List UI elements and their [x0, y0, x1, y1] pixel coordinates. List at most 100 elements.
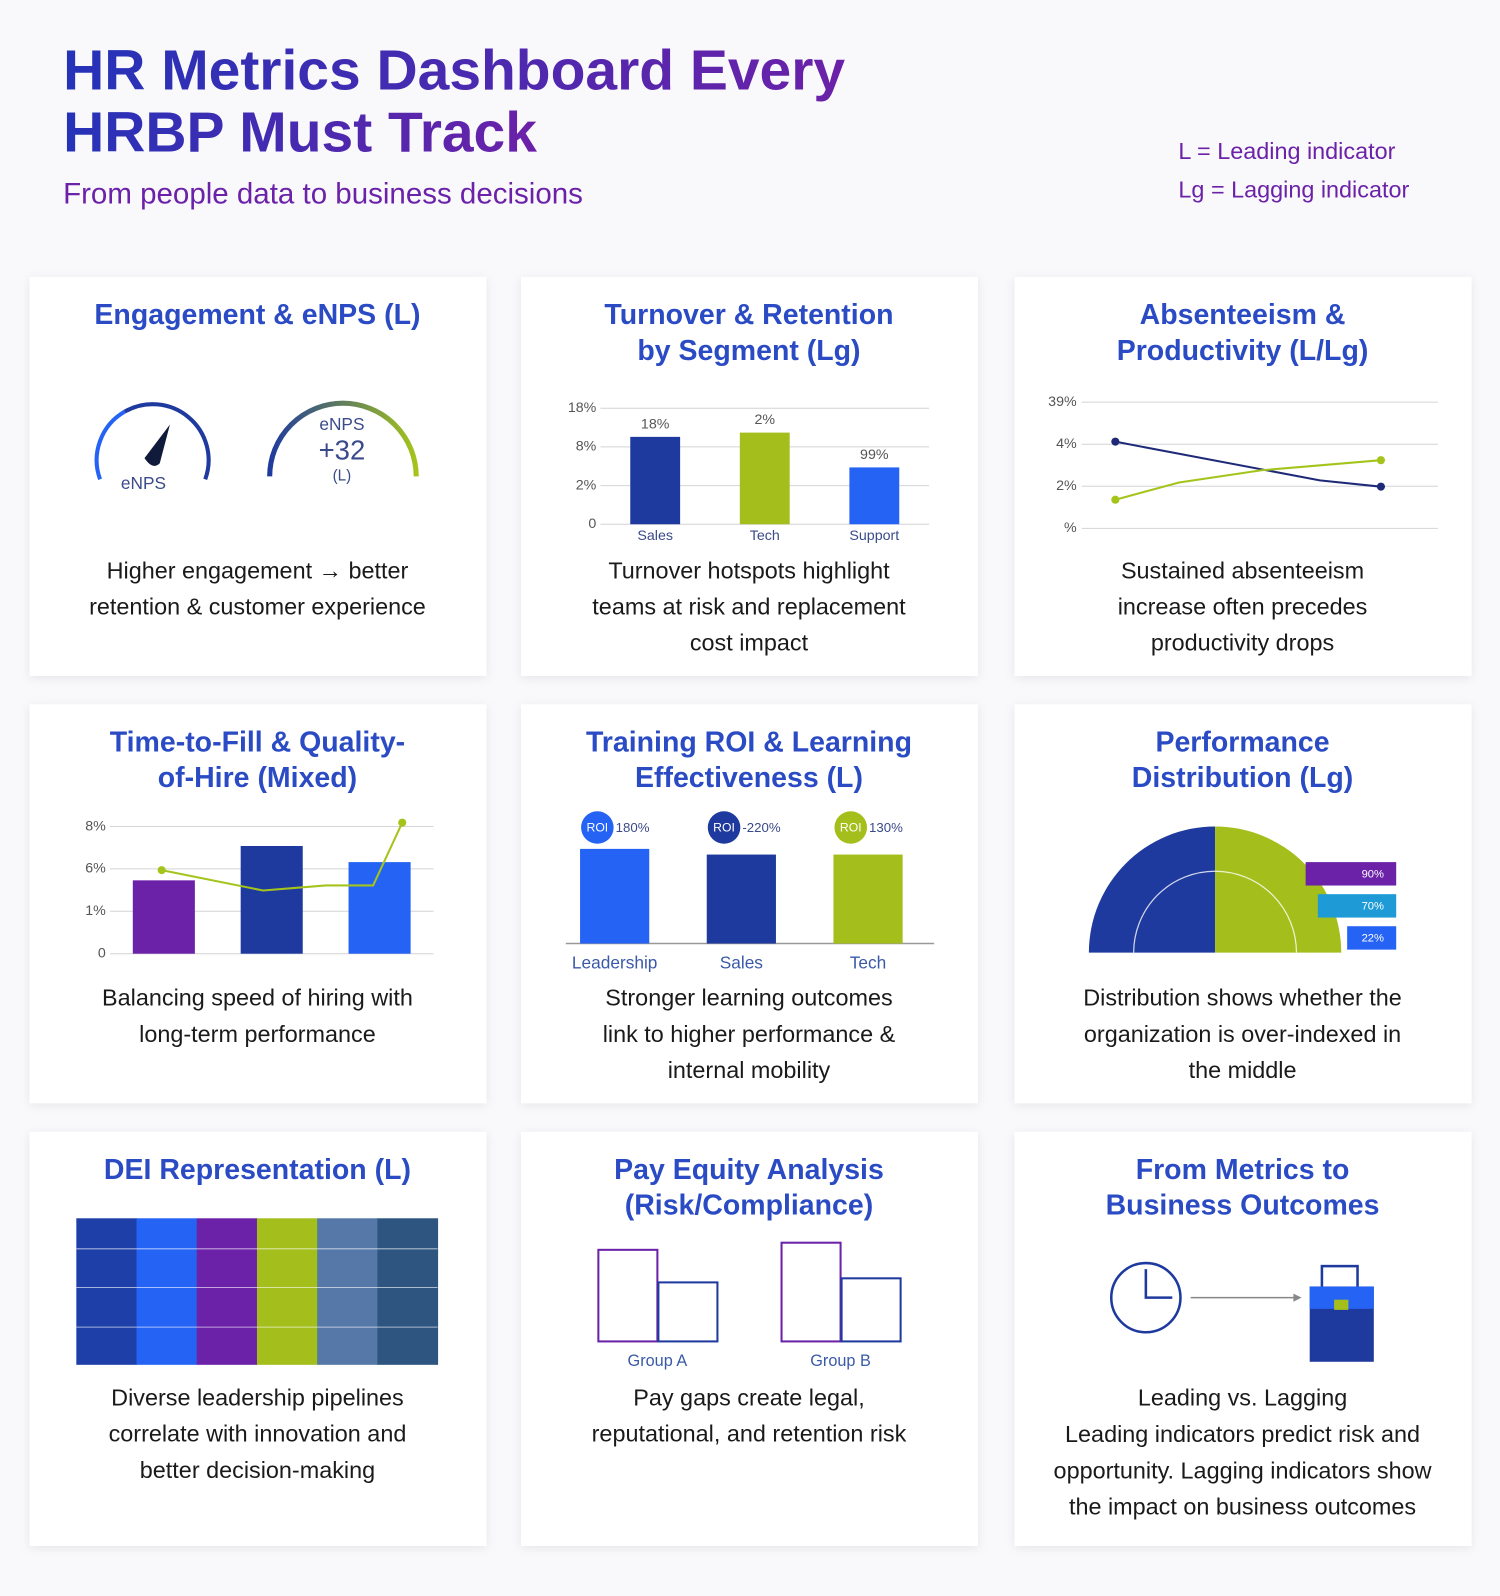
gauge-needle: [144, 424, 170, 466]
page-title: HRBP Must Track: [63, 101, 537, 165]
page-subtitle: From people data to business decisions: [63, 177, 583, 210]
gauge-label: eNPS: [121, 473, 166, 493]
badge-label: ROI: [587, 821, 609, 835]
briefcase-clasp: [1334, 1299, 1349, 1310]
bar: [1317, 894, 1397, 918]
y-tick-label: 39%: [1048, 394, 1077, 410]
bar: [580, 848, 650, 944]
card-caption: the middle: [1189, 1057, 1297, 1083]
bar: [348, 862, 411, 954]
clock-hands: [1144, 1269, 1173, 1299]
line-marker: [1111, 495, 1120, 504]
card-title: Business Outcomes: [1106, 1190, 1380, 1222]
x-tick-label: Tech: [750, 528, 780, 544]
card-caption: the impact on business outcomes: [1069, 1493, 1416, 1519]
y-tick-label: %: [1064, 520, 1077, 536]
y-tick-label: 0: [98, 945, 106, 961]
bar: [1347, 926, 1397, 950]
mosaic-column: [317, 1218, 378, 1365]
y-tick-label: 8%: [85, 818, 106, 834]
y-tick-label: 2%: [576, 477, 597, 493]
card-caption: cost impact: [690, 630, 809, 656]
clock-icon: [1109, 1261, 1182, 1334]
bar-label: 90%: [1362, 868, 1384, 880]
y-tick-label: 4%: [1056, 436, 1077, 452]
card-title: of-Hire (Mixed): [158, 762, 357, 794]
bar-label: 70%: [1362, 900, 1384, 912]
x-tick-label: Group A: [628, 1352, 688, 1370]
card-caption: increase often precedes: [1118, 593, 1368, 619]
card-title: Turnover & Retention: [604, 299, 893, 331]
card-background: [1014, 1131, 1472, 1546]
quadrant: [1088, 826, 1216, 953]
card-caption: Distribution shows whether the: [1083, 985, 1402, 1011]
bar-label: 2%: [754, 412, 775, 428]
card-caption: organization is over-indexed in: [1084, 1021, 1401, 1047]
y-tick-label: 18%: [568, 400, 597, 416]
card-caption: Diverse leadership pipelines: [111, 1385, 404, 1411]
bar-label: 130%: [869, 820, 903, 835]
badge: [834, 811, 868, 844]
bar-label: 180%: [616, 820, 650, 835]
badge: [707, 811, 741, 844]
line-marker: [398, 818, 407, 827]
y-tick-label: 6%: [85, 861, 106, 877]
bar: [630, 436, 681, 525]
card-title: Pay Equity Analysis: [614, 1154, 884, 1186]
y-tick-label: 1%: [85, 903, 106, 919]
card-title: Distribution (Lg): [1132, 762, 1354, 794]
card: Engagement & eNPS (L) Higher engagement →…: [29, 276, 487, 676]
y-tick-label: 8%: [576, 439, 597, 455]
card-title: Performance: [1155, 727, 1329, 759]
mosaic-column: [76, 1218, 138, 1365]
x-tick-label: Sales: [637, 528, 673, 544]
card-background: [29, 276, 487, 676]
y-tick-label: 0: [588, 516, 596, 532]
page-title: HR Metrics Dashboard Every: [63, 39, 845, 103]
line-marker: [1376, 482, 1386, 491]
card: From Metrics to Business Outcomes Leading …: [1014, 1131, 1472, 1546]
gauge-note: (L): [333, 467, 352, 484]
card-caption: Leading indicators predict risk and: [1065, 1421, 1420, 1447]
mosaic-column: [196, 1218, 258, 1365]
badge-label: ROI: [713, 821, 735, 835]
card-caption: internal mobility: [668, 1057, 831, 1083]
card-caption: correlate with innovation and: [109, 1421, 407, 1447]
card: Pay Equity Analysis (Risk/Compliance) Pay …: [521, 1131, 978, 1546]
gauge-arc: [123, 402, 211, 480]
card-title: Time-to-Fill & Quality-: [110, 727, 405, 759]
card: Time-to-Fill & Quality-of-Hire (Mixed) Ba…: [29, 704, 487, 1104]
gauge-arc: [94, 409, 126, 480]
card-caption: Balancing speed of hiring with: [102, 985, 413, 1011]
card-caption: reputational, and retention risk: [592, 1421, 907, 1447]
bar: [132, 880, 195, 954]
gauge-value: +32: [319, 434, 366, 465]
card-title: From Metrics to: [1136, 1154, 1350, 1186]
bar: [840, 1277, 902, 1343]
bar: [739, 432, 790, 525]
bar: [833, 854, 903, 944]
gauge-label: eNPS: [319, 414, 364, 434]
mosaic-column: [256, 1218, 318, 1365]
line-series: [161, 822, 404, 892]
y-tick-label: 2%: [1056, 478, 1077, 494]
quadrant: [1215, 826, 1342, 953]
badge-label: ROI: [840, 821, 862, 835]
bar: [780, 1241, 842, 1343]
card-caption: teams at risk and replacement: [592, 593, 906, 619]
card-background: [1014, 276, 1472, 676]
card-title: (Risk/Compliance): [625, 1190, 874, 1222]
card-caption: better decision-making: [140, 1457, 375, 1483]
line-marker: [1376, 456, 1386, 465]
mosaic-column: [377, 1218, 439, 1365]
badge: [581, 811, 614, 844]
card: Absenteeism & Productivity (L/Lg) Sustaine…: [1014, 276, 1472, 676]
x-tick-label: Group B: [810, 1352, 871, 1370]
line-marker: [157, 866, 166, 875]
briefcase-flap: [1309, 1286, 1374, 1309]
arrow-head: [1293, 1293, 1302, 1302]
card-title: Training ROI & Learning: [586, 727, 912, 759]
x-tick-label: Leadership: [572, 952, 658, 972]
